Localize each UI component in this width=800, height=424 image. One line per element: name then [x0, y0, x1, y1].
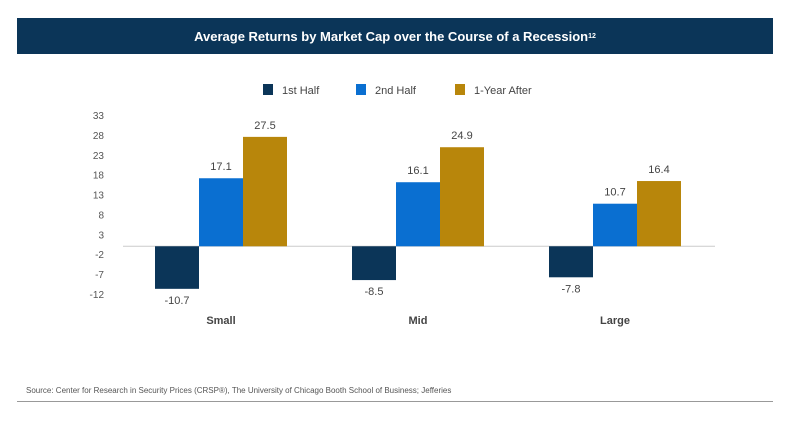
- data-label: 10.7: [604, 187, 625, 199]
- y-tick-label: 8: [98, 210, 104, 221]
- footer-divider: [17, 401, 773, 402]
- chart-title-bar: Average Returns by Market Cap over the C…: [17, 18, 773, 54]
- bar: [440, 147, 484, 247]
- y-tick-label: 13: [93, 191, 105, 202]
- data-label: 24.9: [451, 130, 472, 142]
- data-label: 16.1: [407, 165, 428, 177]
- bar: [352, 246, 396, 281]
- y-tick-label: 3: [98, 230, 104, 241]
- bar: [243, 136, 287, 247]
- bar: [199, 178, 243, 247]
- data-label: 17.1: [210, 161, 231, 173]
- bar: [593, 203, 637, 247]
- y-tick-label: -2: [95, 250, 104, 261]
- legend-label: 2nd Half: [375, 85, 417, 97]
- y-tick-label: 33: [93, 111, 105, 122]
- data-label: -8.5: [365, 286, 384, 298]
- category-label: Small: [206, 315, 235, 327]
- y-tick-label: 28: [93, 131, 105, 142]
- data-label: 27.5: [254, 120, 275, 132]
- legend-label: 1st Half: [282, 85, 320, 97]
- category-label: Large: [600, 315, 630, 327]
- y-tick-label: 18: [93, 171, 105, 182]
- y-tick-label: -7: [95, 270, 104, 281]
- bar: [396, 182, 440, 247]
- category-label: Mid: [409, 315, 428, 327]
- y-tick-label: 23: [93, 151, 105, 162]
- legend-swatch: [356, 84, 366, 95]
- title-footnote: 12: [588, 32, 596, 40]
- legend-label: 1-Year After: [474, 85, 532, 97]
- bar: [155, 246, 199, 289]
- data-label: -7.8: [562, 283, 581, 295]
- legend-swatch: [455, 84, 465, 95]
- legend-swatch: [263, 84, 273, 95]
- data-label: -10.7: [164, 295, 189, 307]
- chart-title: Average Returns by Market Cap over the C…: [194, 28, 589, 44]
- bar: [549, 246, 593, 278]
- data-label: 16.4: [648, 164, 669, 176]
- source-note: Source: Center for Research in Security …: [26, 386, 452, 395]
- y-tick-label: -12: [90, 290, 105, 301]
- bar: [637, 181, 681, 247]
